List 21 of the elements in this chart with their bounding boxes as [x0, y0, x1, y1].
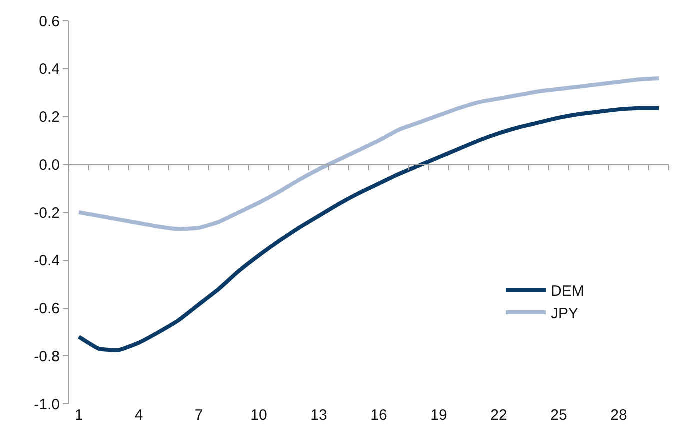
legend-label: JPY	[551, 305, 579, 322]
x-tick-label: 22	[490, 407, 508, 424]
y-tick-label: -0.2	[34, 204, 60, 222]
x-tick-label: 19	[430, 407, 448, 424]
y-tick-label: -1.0	[34, 396, 60, 414]
y-tick-label: 0.4	[39, 61, 60, 78]
x-tick-label: 7	[194, 407, 204, 424]
x-tick-label: 28	[610, 407, 628, 424]
legend-label: DEM	[551, 282, 584, 300]
y-tick-label: -0.6	[34, 300, 60, 318]
x-tick-label: 16	[370, 407, 388, 424]
y-tick-label: -0.4	[34, 252, 60, 270]
x-tick-label: 13	[310, 407, 328, 424]
x-tick-label: 4	[134, 407, 144, 424]
y-tick-label: 0.0	[39, 156, 60, 174]
x-tick-label: 1	[74, 407, 84, 424]
y-tick-label: 0.2	[39, 109, 60, 126]
y-tick-label: -0.8	[34, 348, 60, 366]
x-tick-label: 10	[250, 407, 268, 424]
y-tick-label: 0.6	[39, 13, 60, 30]
x-tick-label: 25	[550, 407, 568, 424]
